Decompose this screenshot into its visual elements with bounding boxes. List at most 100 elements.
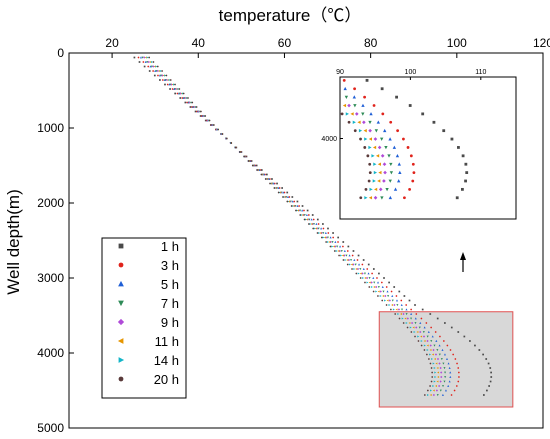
data-point	[217, 128, 220, 131]
inset-data-point	[376, 120, 380, 124]
data-point	[448, 380, 451, 383]
data-point	[375, 290, 378, 293]
data-point	[436, 317, 439, 320]
data-point	[182, 92, 185, 95]
data-point	[152, 61, 155, 63]
data-point	[401, 317, 404, 320]
data-point	[337, 236, 340, 239]
inset-data-point	[378, 187, 383, 192]
data-point	[144, 60, 147, 63]
data-point	[432, 389, 435, 392]
data-point	[368, 277, 371, 280]
data-point	[346, 250, 349, 252]
data-point	[159, 69, 162, 73]
data-point	[431, 335, 434, 338]
data-point	[450, 394, 453, 396]
data-point	[443, 353, 446, 356]
y-axis-title: Well depth(m)	[4, 189, 23, 295]
data-point	[250, 160, 253, 162]
data-point	[432, 393, 435, 397]
inset-data-point	[373, 195, 378, 200]
data-point	[400, 299, 403, 302]
data-point	[422, 335, 426, 338]
data-point	[316, 218, 319, 221]
inset-series-9h	[347, 103, 387, 200]
data-point	[384, 299, 387, 302]
inset-data-point	[363, 146, 367, 149]
inset-data-point	[377, 162, 381, 166]
data-point	[359, 268, 362, 271]
data-point	[429, 344, 432, 347]
y-tick-label: 4000	[37, 346, 64, 360]
inset-data-point	[457, 146, 460, 149]
data-point	[142, 61, 145, 63]
data-point	[444, 389, 447, 392]
data-point	[365, 276, 369, 280]
data-point	[437, 375, 440, 379]
data-point	[434, 371, 437, 374]
data-point	[385, 286, 388, 288]
inset-series-3h	[342, 78, 416, 200]
data-point	[371, 272, 373, 275]
data-point	[133, 56, 136, 59]
data-point	[304, 218, 307, 221]
data-point	[372, 276, 375, 279]
data-point	[478, 349, 481, 351]
inset-data-point	[378, 170, 382, 175]
y-tick-label: 2000	[37, 196, 64, 210]
data-point	[439, 335, 441, 338]
data-point	[299, 214, 302, 216]
data-point	[318, 231, 321, 235]
data-point	[368, 286, 371, 288]
data-point	[393, 303, 396, 307]
x-tick-label: 40	[192, 36, 206, 50]
x-tick-label: 100	[447, 36, 467, 50]
data-point	[258, 168, 261, 171]
inset-data-point	[382, 162, 387, 167]
data-point	[324, 231, 327, 234]
data-point	[156, 65, 159, 68]
inset-data-point	[388, 137, 392, 141]
data-point	[385, 304, 388, 306]
y-tick-label: 1000	[37, 121, 64, 135]
data-point	[384, 294, 387, 298]
data-point	[429, 393, 432, 397]
data-point	[161, 74, 164, 77]
data-point	[444, 376, 447, 379]
data-point	[440, 375, 443, 379]
data-point	[334, 240, 337, 243]
data-point	[410, 321, 414, 325]
data-point	[362, 267, 365, 270]
legend-marker	[118, 376, 124, 382]
data-point	[391, 294, 394, 297]
data-point	[181, 92, 184, 95]
data-point	[435, 362, 438, 365]
inset-data-point	[461, 154, 465, 158]
inset-series-11h	[342, 103, 382, 200]
inset-data-point	[372, 179, 376, 183]
legend-box	[101, 237, 187, 399]
data-point	[395, 295, 398, 297]
data-point	[409, 326, 412, 329]
inset-data-point	[373, 162, 377, 166]
data-point	[151, 60, 154, 64]
legend-item: 1 h	[118, 239, 179, 254]
data-point	[144, 56, 147, 59]
data-point	[426, 348, 429, 352]
data-point	[325, 241, 327, 243]
inset-data-point	[357, 120, 361, 124]
data-point	[194, 110, 197, 113]
inset-data-point	[461, 187, 464, 191]
data-point	[373, 285, 376, 289]
data-point	[426, 353, 428, 356]
inset-data-point	[366, 154, 370, 158]
data-point	[443, 380, 446, 383]
inset-data-point	[432, 120, 436, 124]
data-point	[146, 61, 149, 64]
data-point	[410, 317, 413, 320]
data-point	[390, 308, 392, 311]
data-point	[204, 115, 207, 117]
data-point	[449, 349, 452, 351]
inset-data-point	[340, 112, 344, 116]
data-point	[322, 227, 325, 230]
